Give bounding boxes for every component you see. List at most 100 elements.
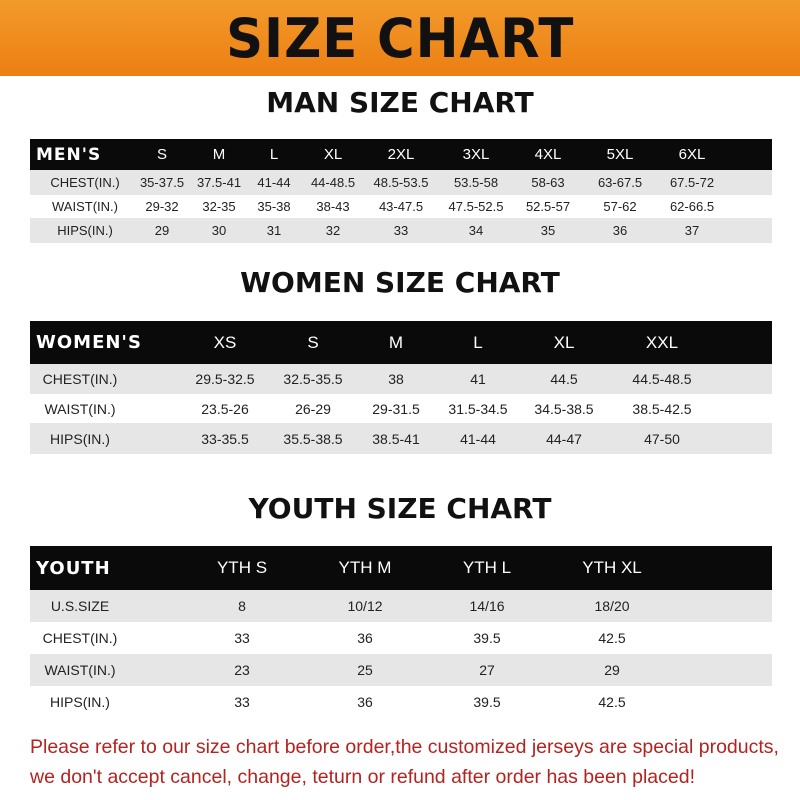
table-label: MEN'S (36, 144, 102, 165)
table-cell: 41 (470, 371, 486, 387)
youth-chart-title: YOUTH SIZE CHART (248, 492, 552, 525)
women-chart-title: WOMEN SIZE CHART (240, 266, 560, 299)
row-label: WAIST(IN.) (52, 199, 118, 214)
table-cell: 26-29 (295, 400, 331, 417)
row-label: CHEST(IN.) (50, 175, 120, 190)
table-row: WAIST(IN.) 29-32 32-35 35-38 38-43 43-47.5 47.… (30, 195, 772, 218)
table-cell: 57-62 (603, 199, 637, 214)
youth-header-row: YOUTH YTH S YTH M YTH L YTH XL (30, 546, 772, 590)
youth-size-table: YOUTH YTH S YTH M YTH L YTH XL U.S.SIZE 8 10/12… (30, 546, 772, 718)
table-cell: 48.5-53.5 (373, 175, 429, 190)
size-header: S (156, 146, 168, 163)
table-row: HIPS(IN.) 33-35.5 35.5-38.5 38.5-41 41-44 44-… (30, 423, 772, 454)
row-label: U.S.SIZE (50, 598, 110, 614)
size-header: M (212, 146, 226, 163)
size-header: L (473, 332, 483, 352)
table-cell: 44.5 (550, 371, 578, 387)
row-label: HIPS(IN.) (50, 430, 110, 447)
table-cell: 38-43 (316, 199, 350, 214)
size-header: YTH M (338, 558, 392, 577)
table-row: WAIST(IN.) 23.5-26 26-29 29-31.5 31.5-34.5 34… (30, 394, 772, 423)
table-row: CHEST(IN.) 33 36 39.5 42.5 (30, 622, 772, 654)
women-header-row: WOMEN'S XS S M L XL XXL (30, 321, 772, 364)
table-row: U.S.SIZE 8 10/12 14/16 18/20 (30, 590, 772, 622)
table-cell: 47.5-52.5 (448, 199, 504, 214)
table-cell: 33 (234, 694, 250, 710)
size-header: 4XL (534, 146, 562, 163)
table-row: WAIST(IN.) 23 25 27 29 (30, 654, 772, 686)
table-cell: 25 (357, 662, 373, 678)
table-cell: 47-50 (644, 430, 680, 447)
table-cell: 44-47 (546, 430, 582, 447)
table-cell: 34.5-38.5 (534, 400, 594, 417)
table-cell: 29 (154, 223, 170, 238)
table-cell: 62-66.5 (669, 199, 715, 214)
table-cell: 32.5-35.5 (283, 371, 343, 387)
table-cell: 23.5-26 (201, 400, 249, 417)
size-header: L (269, 146, 279, 163)
page-title: SIZE CHART (225, 6, 575, 70)
table-cell: 38.5-41 (372, 430, 420, 447)
table-cell: 18/20 (594, 598, 630, 614)
size-header: YTH XL (582, 558, 642, 577)
table-cell: 29 (604, 662, 620, 678)
table-cell: 35.5-38.5 (283, 430, 343, 447)
table-cell: 67.5-72 (669, 175, 715, 190)
table-cell: 36 (357, 694, 373, 710)
table-cell: 39.5 (473, 694, 501, 710)
size-header: 6XL (678, 146, 706, 163)
table-cell: 41-44 (257, 175, 291, 190)
table-cell: 34 (468, 223, 484, 238)
men-size-table: MEN'S S M L XL 2XL 3XL 4XL 5XL 6XL CHEST(IN.) 35-37… (30, 139, 772, 243)
size-header: 3XL (462, 146, 490, 163)
men-chart-title: MAN SIZE CHART (266, 86, 534, 119)
table-cell: 38 (388, 371, 404, 387)
table-cell: 39.5 (473, 630, 501, 646)
table-cell: 33-35.5 (201, 430, 249, 447)
table-cell: 42.5 (598, 630, 626, 646)
row-label: WAIST(IN.) (44, 400, 116, 417)
size-header: XL (553, 332, 575, 352)
table-cell: 35 (540, 223, 556, 238)
table-cell: 53.5-58 (453, 175, 499, 190)
banner: SIZE CHART (0, 0, 800, 76)
table-label: YOUTH (36, 557, 111, 579)
table-cell: 42.5 (598, 694, 626, 710)
table-label: WOMEN'S (36, 332, 142, 353)
table-cell: 8 (238, 598, 246, 614)
table-cell: 43-47.5 (378, 199, 424, 214)
table-cell: 33 (234, 630, 250, 646)
table-cell: 36 (357, 630, 373, 646)
size-header: XS (213, 332, 237, 352)
row-label: WAIST(IN.) (44, 662, 116, 678)
table-cell: 10/12 (347, 598, 383, 614)
row-label: HIPS(IN.) (57, 223, 113, 238)
row-label: CHEST(IN.) (42, 630, 118, 646)
men-header-row: MEN'S S M L XL 2XL 3XL 4XL 5XL 6XL (30, 139, 772, 170)
size-header: YTH L (462, 558, 512, 577)
table-cell: 31.5-34.5 (448, 400, 508, 417)
table-cell: 58-63 (531, 175, 565, 190)
table-cell: 35-37.5 (139, 175, 185, 190)
table-row: CHEST(IN.) 35-37.5 37.5-41 41-44 44-48.5 48.5… (30, 170, 772, 195)
table-cell: 31 (266, 223, 282, 238)
table-cell: 33 (393, 223, 409, 238)
table-cell: 52.5-57 (525, 199, 571, 214)
size-header: 5XL (606, 146, 634, 163)
notice-line-1: Please refer to our size chart before or… (30, 736, 779, 758)
table-row: HIPS(IN.) 33 36 39.5 42.5 (30, 686, 772, 718)
table-cell: 35-38 (257, 199, 291, 214)
table-row: CHEST(IN.) 29.5-32.5 32.5-35.5 38 41 44.5 44.5… (30, 364, 772, 394)
size-header: YTH S (216, 558, 268, 577)
row-label: HIPS(IN.) (50, 694, 110, 710)
table-cell: 44-48.5 (310, 175, 356, 190)
size-header: 2XL (387, 146, 415, 163)
table-cell: 29-32 (145, 199, 179, 214)
size-header: M (388, 332, 404, 352)
size-header: XL (323, 146, 343, 163)
notice-line-2: we don't accept cancel, change, teturn o… (30, 766, 695, 788)
table-cell: 32-35 (202, 199, 236, 214)
table-cell: 29-31.5 (372, 400, 420, 417)
table-cell: 29.5-32.5 (195, 371, 255, 387)
table-cell: 27 (479, 662, 495, 678)
